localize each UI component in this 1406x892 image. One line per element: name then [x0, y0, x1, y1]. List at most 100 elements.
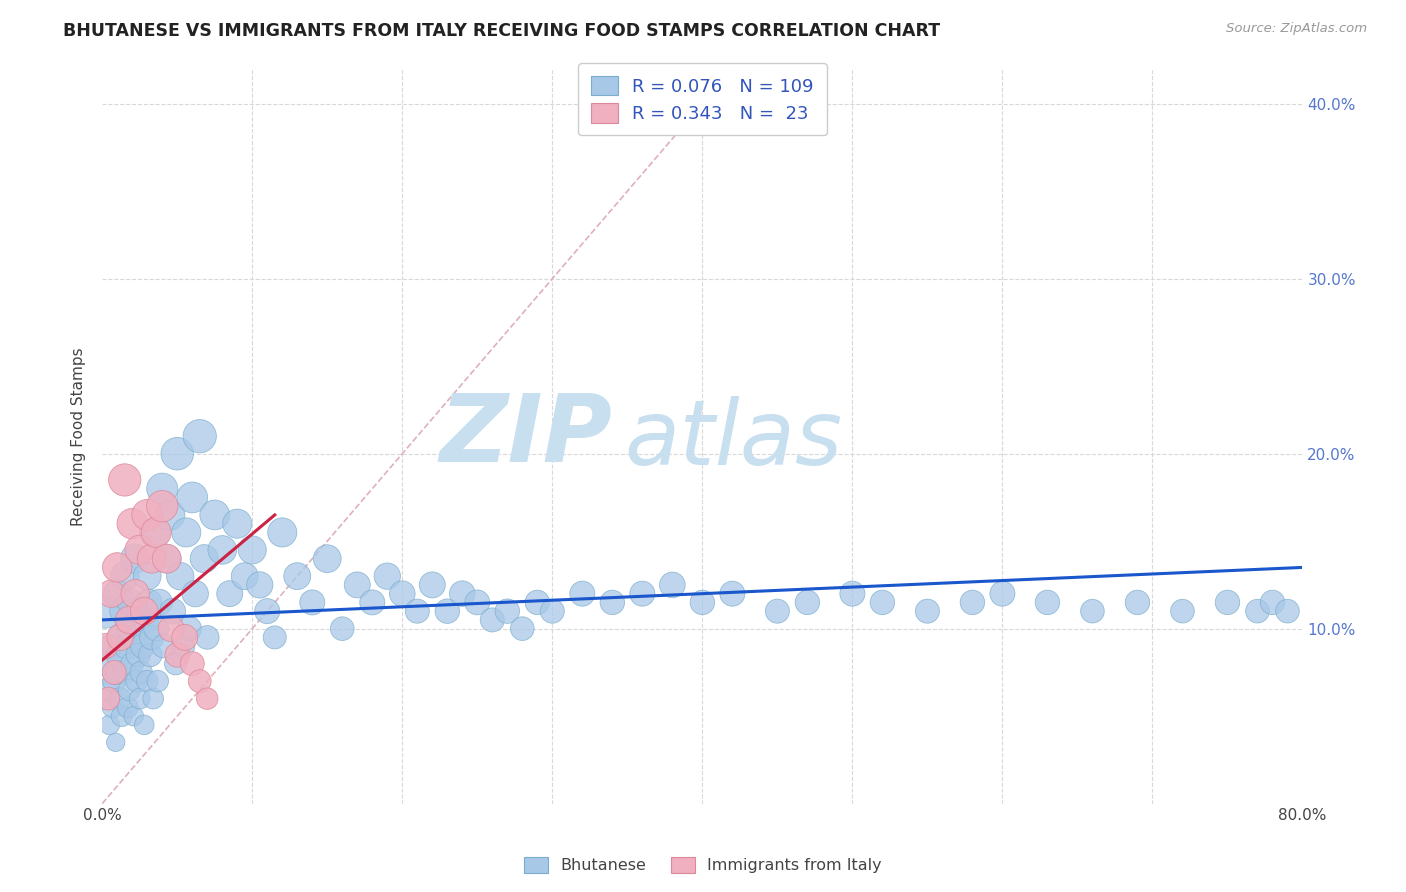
Point: [316, 551, 339, 566]
Point: [375, 569, 398, 583]
Point: [138, 595, 160, 609]
Point: [105, 560, 128, 574]
Point: [1036, 595, 1059, 609]
Point: [166, 648, 188, 662]
Point: [150, 482, 173, 496]
Point: [121, 657, 143, 671]
Point: [104, 735, 127, 749]
Point: [526, 595, 548, 609]
Point: [114, 473, 136, 487]
Point: [218, 587, 240, 601]
Point: [721, 587, 744, 601]
Point: [145, 622, 167, 636]
Point: [117, 700, 139, 714]
Point: [150, 499, 173, 513]
Point: [195, 631, 218, 645]
Point: [541, 604, 564, 618]
Y-axis label: Receiving Food Stamps: Receiving Food Stamps: [72, 347, 86, 525]
Legend: R = 0.076   N = 109, R = 0.343   N =  23: R = 0.076 N = 109, R = 0.343 N = 23: [578, 63, 827, 136]
Point: [962, 595, 984, 609]
Point: [141, 631, 163, 645]
Point: [211, 543, 233, 558]
Point: [631, 587, 654, 601]
Point: [120, 595, 142, 609]
Point: [173, 631, 195, 645]
Point: [110, 691, 132, 706]
Point: [107, 648, 129, 662]
Point: [156, 551, 179, 566]
Point: [301, 595, 323, 609]
Point: [204, 508, 226, 522]
Point: [96, 682, 118, 697]
Point: [174, 525, 197, 540]
Point: [271, 525, 294, 540]
Point: [112, 604, 135, 618]
Point: [124, 551, 146, 566]
Point: [436, 604, 458, 618]
Point: [105, 665, 128, 680]
Point: [98, 718, 121, 732]
Point: [872, 595, 894, 609]
Point: [143, 525, 166, 540]
Point: [122, 631, 145, 645]
Point: [142, 691, 165, 706]
Point: [1126, 595, 1149, 609]
Point: [135, 613, 157, 627]
Point: [136, 508, 159, 522]
Point: [114, 665, 136, 680]
Point: [103, 674, 125, 689]
Point: [103, 665, 125, 680]
Point: [1171, 604, 1194, 618]
Point: [94, 604, 117, 618]
Point: [160, 622, 183, 636]
Point: [766, 604, 789, 618]
Point: [420, 578, 443, 592]
Point: [226, 516, 249, 531]
Point: [181, 657, 204, 671]
Point: [1216, 595, 1239, 609]
Legend: Bhutanese, Immigrants from Italy: Bhutanese, Immigrants from Italy: [517, 850, 889, 880]
Point: [146, 674, 169, 689]
Point: [240, 543, 263, 558]
Point: [571, 587, 593, 601]
Point: [114, 569, 136, 583]
Text: BHUTANESE VS IMMIGRANTS FROM ITALY RECEIVING FOOD STAMPS CORRELATION CHART: BHUTANESE VS IMMIGRANTS FROM ITALY RECEI…: [63, 22, 941, 40]
Point: [110, 631, 132, 645]
Point: [124, 587, 146, 601]
Point: [148, 595, 170, 609]
Point: [134, 604, 156, 618]
Point: [917, 604, 939, 618]
Point: [118, 613, 141, 627]
Point: [285, 569, 308, 583]
Point: [145, 525, 167, 540]
Point: [692, 595, 714, 609]
Point: [465, 595, 488, 609]
Point: [136, 569, 159, 583]
Point: [128, 604, 150, 618]
Point: [391, 587, 413, 601]
Point: [481, 613, 503, 627]
Point: [101, 700, 124, 714]
Point: [991, 587, 1014, 601]
Text: ZIP: ZIP: [440, 390, 613, 483]
Point: [188, 429, 211, 443]
Point: [841, 587, 863, 601]
Point: [346, 578, 368, 592]
Point: [361, 595, 384, 609]
Point: [127, 648, 149, 662]
Point: [118, 682, 141, 697]
Point: [136, 674, 159, 689]
Point: [156, 551, 179, 566]
Point: [152, 639, 174, 653]
Point: [134, 718, 156, 732]
Point: [139, 648, 162, 662]
Point: [172, 639, 194, 653]
Point: [165, 657, 187, 671]
Point: [249, 578, 271, 592]
Point: [330, 622, 353, 636]
Point: [94, 639, 117, 653]
Point: [184, 587, 207, 601]
Text: Source: ZipAtlas.com: Source: ZipAtlas.com: [1226, 22, 1367, 36]
Point: [406, 604, 429, 618]
Point: [263, 631, 285, 645]
